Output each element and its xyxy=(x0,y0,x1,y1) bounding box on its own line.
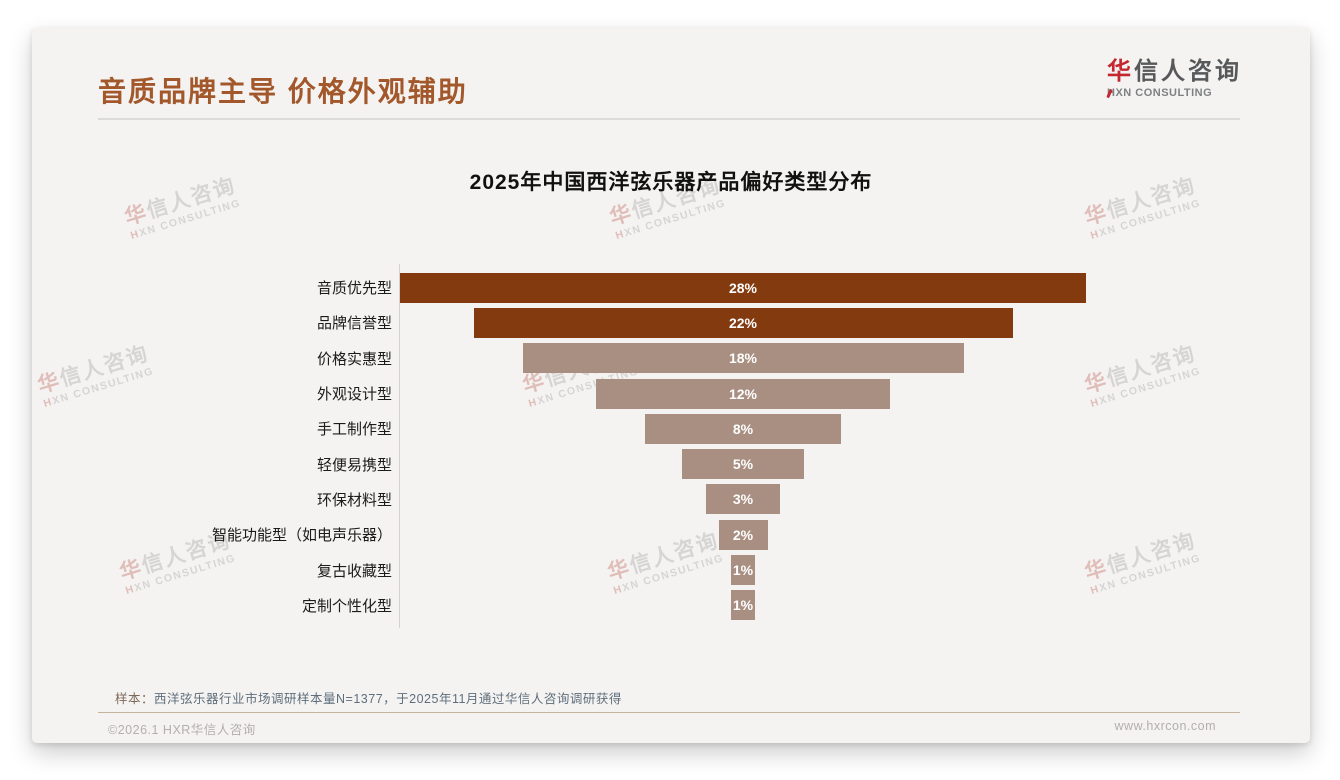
bar-area: 3% xyxy=(400,484,1086,515)
category-label: 音质优先型 xyxy=(316,280,392,298)
category-label: 智能功能型（如电声乐器） xyxy=(211,527,392,545)
chart-row: 音质优先型 28% xyxy=(65,270,1086,305)
sample-note-prefix: 样本： xyxy=(115,692,155,706)
bar-value-label: 18% xyxy=(728,350,758,367)
chart-title: 2025年中国西洋弦乐器产品偏好类型分布 xyxy=(469,171,873,194)
bar-value-label: 1% xyxy=(732,562,754,579)
chart-row: 手工制作型 8% xyxy=(65,411,1086,446)
category-label: 环保材料型 xyxy=(316,491,392,509)
category-label: 定制个性化型 xyxy=(301,597,392,615)
bar-area: 2% xyxy=(400,519,1086,550)
slide-content: 音质品牌主导 价格外观辅助 华信人咨询 HXN CONSULTING 2025年… xyxy=(32,28,1310,743)
funnel-bar: 3% xyxy=(706,484,780,515)
category-label: 价格实惠型 xyxy=(316,350,392,368)
page-title: 音质品牌主导 价格外观辅助 xyxy=(98,76,468,107)
chart-rows: 音质优先型 28% 品牌信誉型 22% 价格实惠型 18% 外观设计型 12% 手工制作型 8% 轻… xyxy=(65,270,1086,623)
funnel-bar: 28% xyxy=(400,272,1086,303)
bar-value-label: 1% xyxy=(732,597,754,614)
funnel-bar: 5% xyxy=(681,449,805,480)
brand-subtitle: HXN CONSULTING xyxy=(1106,87,1213,99)
chart-row: 定制个性化型 1% xyxy=(65,588,1086,623)
bar-value-label: 3% xyxy=(732,491,754,508)
brand-name: 华信人咨询 xyxy=(1107,58,1242,85)
website-url: www.hxrcon.com xyxy=(1114,719,1216,733)
bar-area: 28% xyxy=(400,272,1086,303)
sample-note: 样本：西洋弦乐器行业市场调研样本量N=1377，于2025年11月通过华信人咨询… xyxy=(115,688,622,707)
footer-divider xyxy=(98,712,1240,713)
bar-area: 12% xyxy=(400,378,1086,409)
funnel-chart: 音质优先型 28% 品牌信誉型 22% 价格实惠型 18% 外观设计型 12% 手工制作型 8% 轻… xyxy=(65,264,1086,628)
bar-value-label: 5% xyxy=(732,456,754,473)
bar-value-label: 2% xyxy=(732,526,754,543)
chart-row: 价格实惠型 18% xyxy=(65,341,1086,376)
chart-row: 复古收藏型 1% xyxy=(65,552,1086,587)
funnel-bar: 22% xyxy=(473,307,1013,338)
funnel-bar: 1% xyxy=(730,590,756,621)
chart-row: 轻便易携型 5% xyxy=(65,446,1086,481)
bar-area: 8% xyxy=(400,413,1086,444)
bar-area: 22% xyxy=(400,307,1086,338)
chart-row: 环保材料型 3% xyxy=(65,482,1086,517)
bar-area: 5% xyxy=(400,449,1086,480)
funnel-bar: 1% xyxy=(730,555,756,586)
bar-value-label: 22% xyxy=(728,314,758,331)
chart-row: 智能功能型（如电声乐器） 2% xyxy=(65,517,1086,552)
bar-area: 1% xyxy=(400,590,1086,621)
category-label: 品牌信誉型 xyxy=(316,315,392,333)
category-label: 复古收藏型 xyxy=(316,562,392,580)
axis-line xyxy=(399,264,400,628)
category-label: 轻便易携型 xyxy=(316,456,392,474)
header-divider xyxy=(98,118,1240,120)
bar-value-label: 28% xyxy=(728,279,758,296)
funnel-bar: 18% xyxy=(522,343,964,374)
funnel-bar: 2% xyxy=(718,519,768,550)
funnel-bar: 8% xyxy=(645,413,841,444)
brand-logo: 华信人咨询 HXN CONSULTING xyxy=(1106,58,1242,101)
chart-row: 品牌信誉型 22% xyxy=(65,305,1086,340)
sample-note-text: 西洋弦乐器行业市场调研样本量N=1377，于2025年11月通过华信人咨询调研获… xyxy=(154,692,622,706)
report-slide: 华信人咨询 HXN CONSULTING 华信人咨询 HXN CONSULTIN… xyxy=(32,28,1310,743)
chart-row: 外观设计型 12% xyxy=(65,376,1086,411)
category-label: 外观设计型 xyxy=(316,386,392,404)
funnel-bar: 12% xyxy=(596,378,890,409)
copyright: ©2026.1 HXR华信人咨询 xyxy=(108,723,256,737)
category-label: 手工制作型 xyxy=(316,421,392,439)
bar-area: 1% xyxy=(400,555,1086,586)
bar-area: 18% xyxy=(400,343,1086,374)
bar-value-label: 8% xyxy=(732,420,754,437)
bar-value-label: 12% xyxy=(728,385,758,402)
